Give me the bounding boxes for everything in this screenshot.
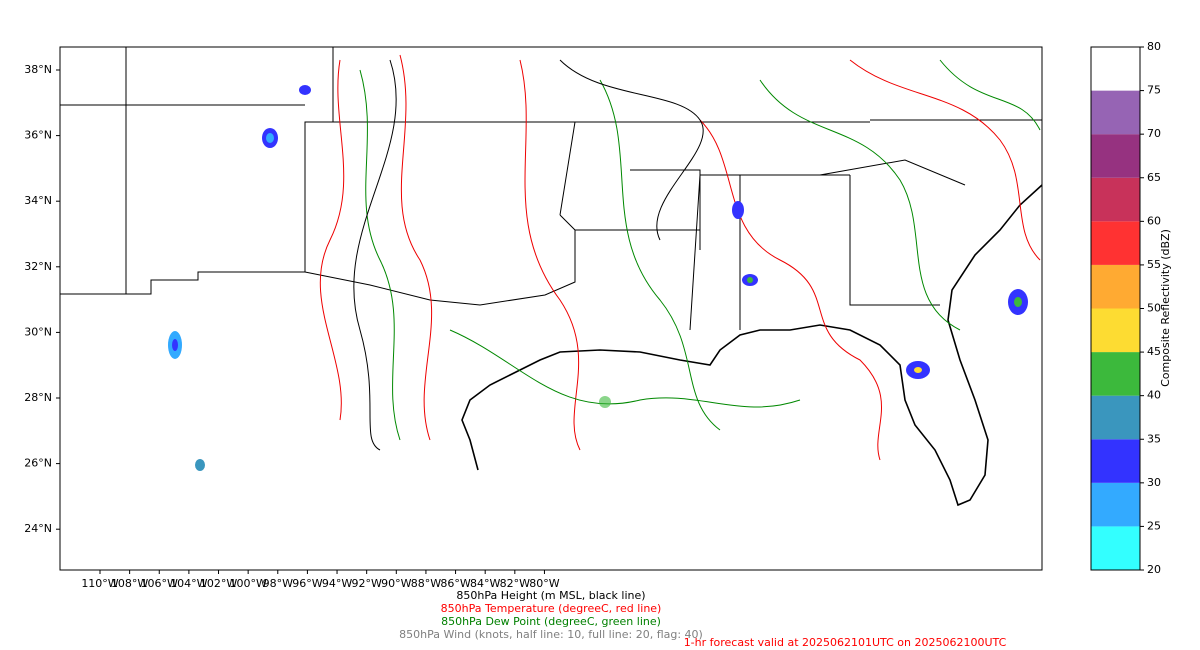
colorbar-tick-label: 35 [1147,432,1161,445]
temperature-contours [319,54,1041,461]
lat-label: 30°N [24,325,52,338]
footer: 1-hr forecast valid at 2025062101UTC on … [684,636,1007,649]
map-area [59,46,1043,571]
colorbar-band [1091,308,1140,353]
lon-label: 96°W [292,577,322,590]
colorbar-band [1091,439,1140,483]
colorbar-band [1091,47,1140,91]
colorbar-band [1091,177,1140,222]
lon-label: 92°W [351,577,381,590]
lat-label: 24°N [24,522,52,535]
colorbar-tick-label: 65 [1147,171,1161,184]
coastline [461,184,1043,507]
colorbar-band [1091,395,1140,440]
colorbar-tick-label: 25 [1147,519,1161,532]
lon-label: 88°W [411,577,441,590]
colorbar-tick-label: 75 [1147,84,1161,97]
colorbar-tick-label: 80 [1147,40,1161,53]
colorbar-band [1091,90,1140,135]
lon-label: 104°W [170,577,207,590]
lon-label: 80°W [529,577,559,590]
lon-label: 108°W [111,577,148,590]
dewpoint-contours [359,59,1041,441]
colorbar-band [1091,526,1140,570]
height-contours [353,59,704,451]
lon-label: 94°W [322,577,352,590]
colorbar-band [1091,134,1140,178]
reflectivity-echoes [168,85,1028,471]
lat-label: 38°N [24,63,52,76]
colorbar-tick-label: 70 [1147,127,1161,140]
lon-label: 100°W [229,577,266,590]
lat-label: 26°N [24,457,52,470]
map-background [60,47,1042,570]
colorbar-tick-label: 45 [1147,345,1161,358]
lon-label: 84°W [470,577,500,590]
caption: 850hPa Wind (knots, half line: 10, full … [399,628,703,641]
colorbar-label: Composite Reflectivity (dBZ) [1159,229,1172,387]
latitude-labels: 38°N 36°N 34°N 32°N 30°N 28°N 26°N 24°N [24,63,60,535]
map-frame [59,46,1043,571]
colorbar: 20 25 30 35 40 45 50 55 60 65 70 75 80 Composite Refl… [1090,40,1172,576]
lon-label: 90°W [381,577,411,590]
lon-label: 110°W [81,577,118,590]
lon-label: 86°W [440,577,470,590]
colorbar-band [1091,221,1140,265]
lat-label: 32°N [24,260,52,273]
colorbar-tick-label: 55 [1147,258,1161,271]
lat-label: 28°N [24,391,52,404]
lon-label: 106°W [141,577,178,590]
caption: 850hPa Height (m MSL, black line) [456,589,645,602]
colorbar-tick-label: 40 [1147,389,1161,402]
caption: 850hPa Dew Point (degreeC, green line) [441,615,661,628]
colorbar-tick-label: 50 [1147,302,1161,315]
colorbar-tick-label: 30 [1147,476,1161,489]
lat-label: 34°N [24,194,52,207]
lat-label: 36°N [24,129,52,142]
state-borders [60,47,1042,331]
lon-label: 102°W [200,577,237,590]
colorbar-tick-label: 20 [1147,563,1161,576]
lon-label: 98°W [263,577,293,590]
colorbar-band [1091,264,1140,309]
lon-label: 82°W [500,577,530,590]
colorbar-tick-label: 60 [1147,214,1161,227]
caption: 850hPa Temperature (degreeC, red line) [441,602,662,615]
colorbar-band [1091,352,1140,396]
captions: 850hPa Height (m MSL, black line)850hPa … [399,589,1006,649]
colorbar-band [1091,482,1140,527]
